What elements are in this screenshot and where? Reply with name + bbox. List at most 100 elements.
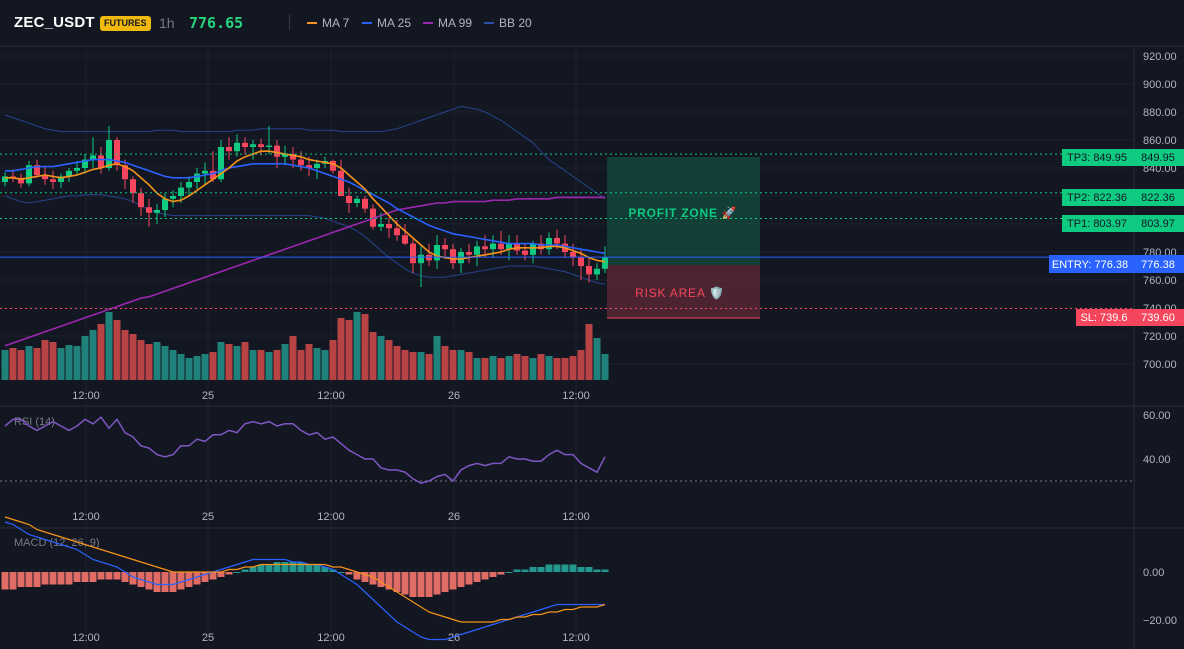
volume-bar-69	[553, 358, 561, 380]
macd-pane[interactable]	[1, 516, 609, 641]
macd-hist-bar-30	[241, 569, 249, 572]
candle-body-18	[146, 207, 152, 213]
volume-bar-23	[185, 358, 193, 380]
volume-bar-22	[177, 354, 185, 380]
macd-hist-bar-42	[337, 572, 345, 573]
candle-body-60	[482, 246, 488, 250]
volume-bars	[1, 312, 609, 380]
entry-tag[interactable]: ENTRY: 776.38 776.38	[1049, 255, 1184, 273]
macd-hist-bar-64	[513, 569, 521, 572]
macd-hist-bar-7	[57, 572, 65, 585]
volume-bar-11	[89, 330, 97, 380]
tp1-axis-text: 803.97	[1141, 218, 1175, 230]
macd-hist-bar-6	[49, 572, 57, 585]
macd-hist-bar-39	[313, 564, 321, 572]
tp1-tag[interactable]: TP1: 803.97 803.97	[1062, 215, 1184, 232]
legend-ma25[interactable]: MA 25	[362, 16, 411, 30]
candle-body-58	[466, 252, 472, 255]
volume-bar-75	[601, 354, 609, 380]
macd-hist-bar-53	[425, 572, 433, 597]
candle-body-73	[586, 266, 592, 275]
legend-bb20[interactable]: BB 20	[484, 16, 532, 30]
macd-hist-bar-31	[249, 567, 257, 572]
macd-hist-bar-73	[585, 567, 593, 572]
candle-body-59	[474, 246, 480, 255]
candle-body-62	[498, 243, 504, 250]
volume-bar-7	[57, 348, 65, 380]
risk-zone-label: RISK AREA 🛡️	[635, 286, 725, 300]
macd-hist-bar-54	[433, 572, 441, 595]
entry-tag-text: ENTRY: 776.38	[1052, 259, 1128, 271]
volume-bar-43	[345, 320, 353, 380]
volume-bar-0	[1, 350, 9, 380]
timeframe-selector[interactable]: 1h	[159, 15, 175, 31]
volume-bar-19	[153, 342, 161, 380]
volume-bar-65	[521, 356, 529, 380]
macd-hist-bar-37	[297, 562, 305, 572]
volume-bar-35	[281, 344, 289, 380]
signal-line	[4, 516, 606, 623]
time-label-0-1: 25	[202, 390, 214, 402]
volume-bar-2	[17, 350, 25, 380]
rsi-pane[interactable]	[0, 416, 1134, 485]
legend-ma99[interactable]: MA 99	[423, 16, 472, 30]
candle-body-74	[594, 268, 600, 275]
time-label-1-1: 25	[202, 511, 214, 523]
volume-bar-14	[113, 320, 121, 380]
macd-hist-bar-47	[377, 572, 385, 587]
price-tick-11: 700.00	[1143, 359, 1177, 371]
candle-body-23	[186, 182, 192, 188]
macd-hist-bar-57	[457, 572, 465, 587]
candle-body-22	[178, 187, 184, 196]
legend-bb20-label: BB 20	[499, 16, 532, 30]
price-tick-2: 880.00	[1143, 107, 1177, 119]
tp3-tag-text: TP3: 849.95	[1067, 152, 1127, 164]
volume-bar-55	[441, 346, 449, 380]
volume-bar-57	[457, 350, 465, 380]
macd-hist-bar-58	[465, 572, 473, 585]
symbol-name[interactable]: ZEC_USDT	[14, 14, 95, 31]
legend-ma7-label: MA 7	[322, 16, 350, 30]
tp3-tag[interactable]: TP3: 849.95 849.95	[1062, 149, 1184, 166]
volume-bar-68	[545, 356, 553, 380]
sl-tag[interactable]: SL: 739.6 739.60	[1076, 309, 1184, 326]
candle-body-53	[426, 254, 432, 261]
ma99-line	[4, 196, 605, 347]
macd-hist-bar-55	[441, 572, 449, 592]
volume-bar-36	[289, 336, 297, 380]
candle-body-54	[434, 245, 440, 261]
bb20-swatch	[484, 22, 494, 24]
candle-body-61	[490, 243, 496, 250]
volume-bar-74	[593, 338, 601, 380]
macd-line	[4, 521, 605, 641]
macd-hist-bar-56	[449, 572, 457, 590]
tp2-tag[interactable]: TP2: 822.36 822.36	[1062, 189, 1184, 206]
macd-hist-bar-32	[257, 564, 265, 572]
profit-zone	[607, 157, 760, 265]
macd-hist-bar-35	[281, 562, 289, 572]
candle-body-21	[170, 196, 176, 199]
macd-hist-bar-72	[577, 567, 585, 572]
candle-body-13	[106, 140, 112, 168]
candle-body-29	[234, 142, 240, 152]
macd-hist-bar-69	[553, 564, 561, 572]
volume-bar-48	[385, 340, 393, 380]
entry-axis-text: 776.38	[1141, 259, 1175, 271]
volume-bar-66	[529, 358, 537, 380]
macd-hist-bar-75	[601, 569, 609, 572]
macd-hist-bar-19	[153, 572, 161, 592]
time-label-2-4: 12:00	[562, 632, 590, 644]
candle-body-69	[554, 238, 560, 244]
legend-ma7[interactable]: MA 7	[307, 16, 349, 30]
time-label-0-0: 12:00	[72, 390, 100, 402]
volume-bar-31	[249, 350, 257, 380]
candle-body-10	[82, 159, 88, 168]
price-tick-3: 860.00	[1143, 135, 1177, 147]
ma25-swatch	[362, 22, 372, 24]
macd-hist-bar-8	[65, 572, 73, 585]
time-axes[interactable]: 12:00 25 12:00 26 12:00 12:00 25 12:00 26 12:00 12…	[72, 390, 590, 644]
candle-body-0	[2, 176, 8, 182]
macd-hist-bar-62	[497, 572, 505, 575]
volume-bar-15	[121, 330, 129, 380]
